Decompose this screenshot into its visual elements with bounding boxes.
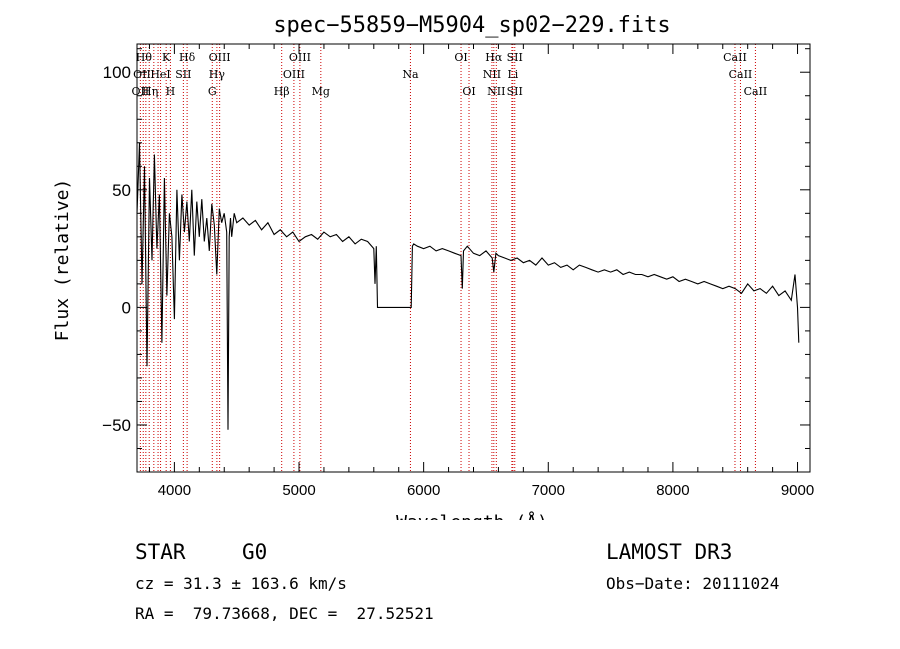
x-tick-label: 9000 <box>781 482 814 499</box>
line-label: OI <box>462 85 475 98</box>
x-tick-label: 8000 <box>656 482 689 499</box>
redshift-text: cz = 31.3 ± 163.6 km/s <box>135 574 347 593</box>
x-tick-label: 6000 <box>407 482 440 499</box>
line-label: H <box>166 85 176 98</box>
x-tick-label: 7000 <box>532 482 565 499</box>
line-label: SII <box>507 85 523 98</box>
chart-title: spec−55859−M5904_sp02−229.fits <box>273 13 670 38</box>
line-label: Mg <box>312 85 330 98</box>
x-tick-label: 4000 <box>158 482 191 499</box>
line-label: OII <box>133 68 151 81</box>
line-label: Hγ <box>209 68 226 81</box>
line-label: OIII <box>283 68 305 81</box>
flux-series-line <box>136 142 800 430</box>
line-label: NII <box>483 68 501 81</box>
line-label: SII <box>507 51 523 64</box>
coordinates: RA = 79.73668, DEC = 27.52521 <box>135 604 434 623</box>
obs-date: Obs−Date: 20111024 <box>606 574 780 593</box>
line-label: CaII <box>723 51 747 64</box>
y-tick-label: 50 <box>112 181 131 200</box>
line-markers <box>139 44 756 472</box>
line-label: Na <box>402 68 419 81</box>
y-axis: −50 0 50 100 <box>102 48 810 449</box>
object-subclass: G0 <box>242 540 268 564</box>
line-label: Hθ <box>136 51 153 64</box>
y-axis-label: Flux (relative) <box>52 179 73 342</box>
plot-frame <box>136 43 811 473</box>
line-label: CaII <box>744 85 768 98</box>
line-labels: Hθ K Hδ OIII OIII OI Hα SII CaII OII HeI SII Hγ OIII N… <box>132 51 768 98</box>
line-label: Hδ <box>179 51 196 64</box>
line-label: Hη <box>142 85 158 98</box>
object-class: STAR <box>135 540 186 564</box>
line-label: OII <box>132 85 150 98</box>
line-label: NII <box>487 85 505 98</box>
line-label: CaII <box>729 68 753 81</box>
spectrum-chart: spec−55859−M5904_sp02−229.fits Hθ K Hδ OIII… <box>52 13 814 520</box>
y-tick-label: 0 <box>122 298 131 317</box>
line-label: HeI <box>150 68 170 81</box>
line-label: OIII <box>209 51 231 64</box>
y-tick-label: −50 <box>102 416 131 435</box>
x-axis-label: Wavelength (Å) <box>396 511 548 520</box>
line-label: OI <box>454 51 467 64</box>
line-label: OIII <box>289 51 311 64</box>
x-tick-label: 5000 <box>282 482 315 499</box>
line-label: SII <box>175 68 191 81</box>
line-label: G <box>208 85 217 98</box>
line-label: Hβ <box>274 85 290 98</box>
survey-name: LAMOST DR3 <box>606 540 733 564</box>
line-label: Li <box>507 68 518 81</box>
line-label: K <box>162 51 171 64</box>
line-label: Hα <box>485 51 503 64</box>
x-axis: 4000 5000 6000 7000 8000 9000 <box>148 44 814 499</box>
y-tick-label: 100 <box>103 63 131 82</box>
